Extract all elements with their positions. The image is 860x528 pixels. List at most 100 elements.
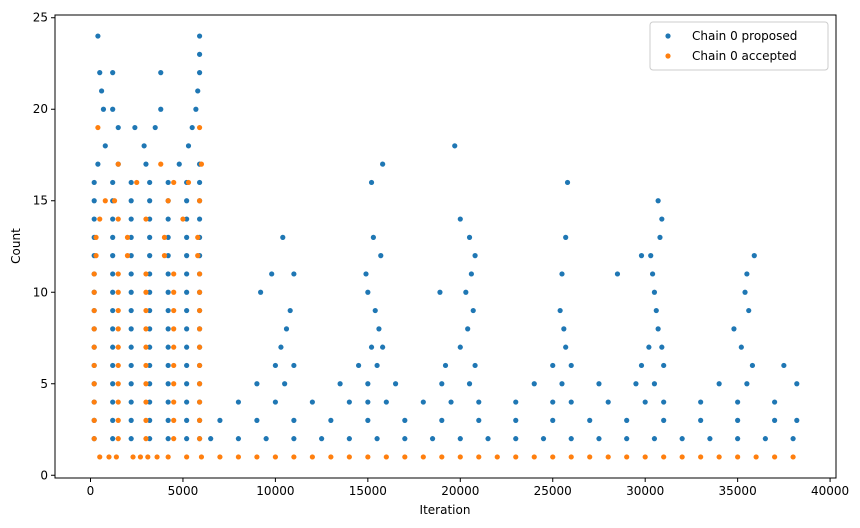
point bbox=[91, 179, 97, 186]
point bbox=[91, 344, 97, 350]
point bbox=[147, 216, 153, 222]
point bbox=[100, 106, 107, 112]
point bbox=[272, 399, 278, 405]
point bbox=[115, 399, 121, 405]
point bbox=[282, 381, 288, 387]
point bbox=[165, 326, 171, 332]
point bbox=[184, 436, 190, 442]
point bbox=[457, 216, 463, 222]
point bbox=[124, 253, 131, 259]
point bbox=[147, 381, 153, 387]
point bbox=[158, 161, 164, 167]
point bbox=[738, 344, 744, 350]
point bbox=[115, 216, 121, 222]
point bbox=[184, 381, 190, 387]
point bbox=[184, 216, 190, 222]
point bbox=[439, 381, 445, 387]
point bbox=[165, 216, 171, 222]
point bbox=[128, 399, 134, 405]
point bbox=[531, 454, 537, 460]
point bbox=[365, 417, 371, 423]
point bbox=[130, 454, 136, 460]
point bbox=[196, 307, 203, 314]
point bbox=[147, 436, 153, 442]
point bbox=[110, 253, 116, 259]
point bbox=[165, 436, 171, 442]
point bbox=[272, 362, 278, 369]
point bbox=[661, 454, 667, 460]
point bbox=[147, 198, 153, 204]
point bbox=[189, 124, 195, 131]
point bbox=[568, 454, 574, 460]
point bbox=[470, 307, 476, 314]
point bbox=[134, 179, 140, 186]
point bbox=[171, 179, 177, 186]
point bbox=[624, 454, 630, 460]
point bbox=[383, 454, 389, 460]
point bbox=[439, 454, 445, 460]
point bbox=[95, 124, 101, 131]
point bbox=[402, 454, 408, 460]
point bbox=[337, 381, 343, 387]
point bbox=[91, 289, 97, 295]
point bbox=[97, 454, 103, 460]
point bbox=[171, 399, 177, 405]
point bbox=[165, 381, 171, 387]
point bbox=[698, 399, 704, 405]
point bbox=[91, 381, 97, 387]
point bbox=[287, 307, 293, 314]
point bbox=[605, 454, 611, 460]
point bbox=[568, 399, 574, 405]
y-tick-label: 0 bbox=[40, 468, 48, 482]
point bbox=[184, 271, 190, 277]
point bbox=[642, 399, 648, 405]
point bbox=[655, 198, 661, 204]
point bbox=[309, 399, 315, 405]
point bbox=[115, 161, 121, 167]
point bbox=[147, 253, 153, 259]
point bbox=[742, 289, 748, 295]
point bbox=[513, 436, 519, 442]
point bbox=[235, 454, 242, 460]
point bbox=[128, 417, 134, 423]
point bbox=[184, 454, 190, 460]
point bbox=[147, 417, 153, 423]
point bbox=[195, 253, 201, 259]
point bbox=[283, 326, 290, 332]
point bbox=[557, 307, 563, 314]
point bbox=[184, 289, 190, 295]
point bbox=[735, 454, 741, 460]
point bbox=[762, 436, 768, 442]
point bbox=[196, 198, 203, 204]
point bbox=[698, 454, 704, 460]
point bbox=[587, 417, 593, 423]
point bbox=[550, 399, 556, 405]
point bbox=[184, 362, 190, 369]
point bbox=[716, 454, 722, 460]
point bbox=[128, 436, 134, 442]
point bbox=[196, 216, 203, 222]
point bbox=[605, 399, 611, 405]
point bbox=[165, 344, 171, 350]
point bbox=[91, 326, 97, 332]
point bbox=[380, 161, 386, 167]
point bbox=[346, 399, 352, 405]
point bbox=[152, 124, 158, 131]
point bbox=[254, 381, 260, 387]
point bbox=[651, 289, 658, 295]
x-tick-label: 20000 bbox=[441, 484, 479, 498]
point bbox=[196, 271, 203, 277]
point bbox=[254, 454, 260, 460]
point bbox=[346, 436, 352, 442]
point bbox=[196, 70, 203, 76]
point bbox=[97, 216, 103, 222]
point bbox=[143, 381, 149, 387]
point bbox=[564, 179, 571, 186]
point bbox=[95, 161, 101, 167]
point bbox=[128, 271, 134, 277]
point bbox=[196, 399, 203, 405]
point bbox=[128, 381, 134, 387]
point bbox=[115, 307, 121, 314]
legend-marker bbox=[665, 53, 671, 59]
x-tick-label: 30000 bbox=[626, 484, 664, 498]
